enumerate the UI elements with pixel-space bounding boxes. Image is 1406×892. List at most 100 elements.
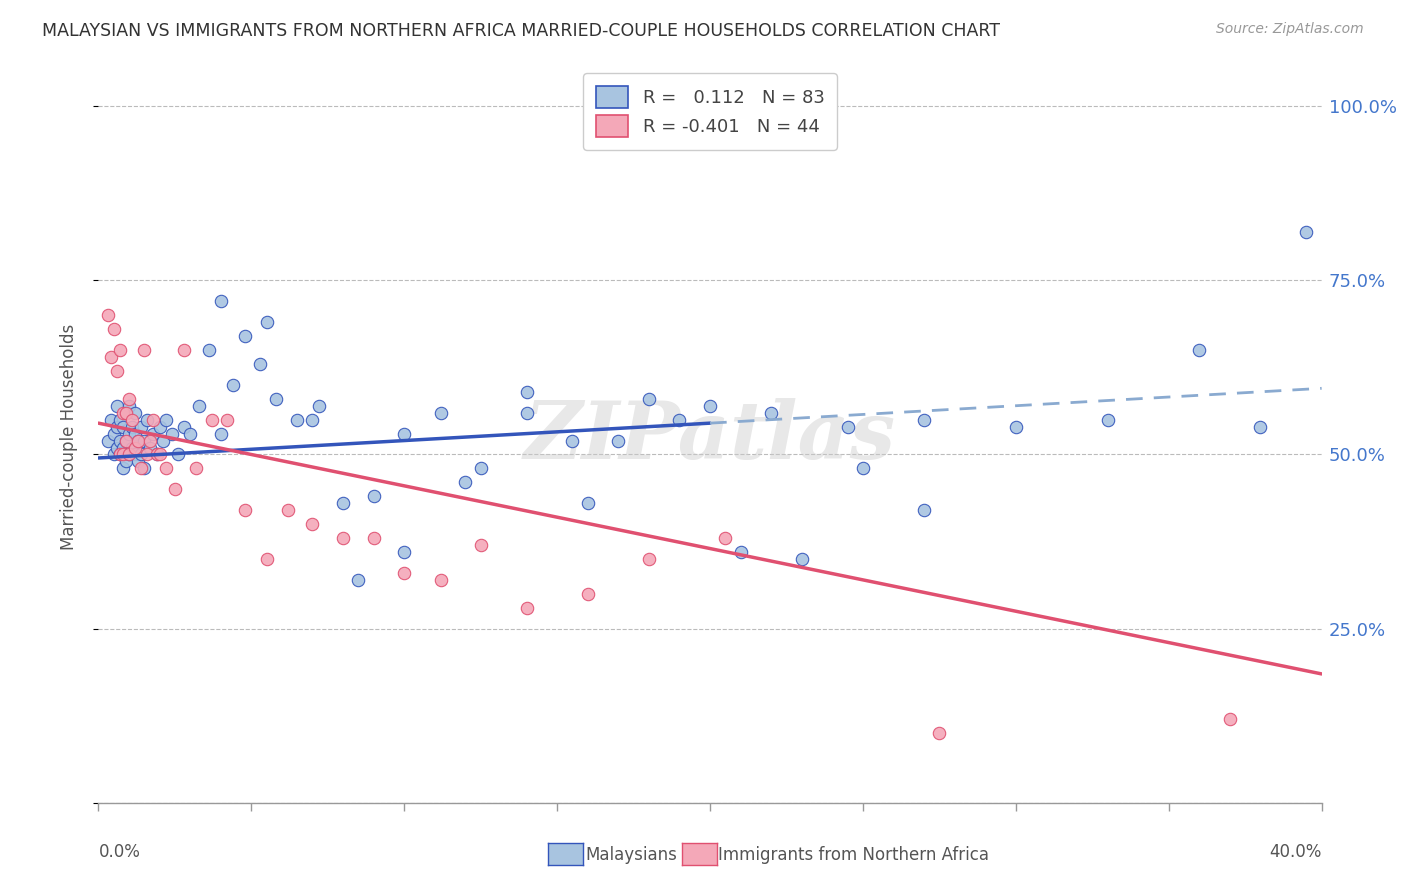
Point	[215, 412, 238, 426]
Text: Malaysians: Malaysians	[585, 846, 676, 863]
Point	[149, 419, 172, 434]
Point	[105, 441, 128, 455]
Point	[470, 461, 492, 475]
Point	[730, 545, 752, 559]
Point	[103, 322, 125, 336]
Point	[363, 489, 385, 503]
Point	[124, 406, 146, 420]
Point	[129, 448, 152, 462]
Point	[668, 412, 690, 426]
Point	[111, 461, 134, 475]
Point	[136, 448, 159, 462]
Point	[129, 419, 152, 434]
Point	[392, 545, 416, 559]
Point	[127, 434, 149, 448]
Y-axis label: Married-couple Households: Married-couple Households	[59, 324, 77, 550]
Point	[136, 412, 159, 426]
Point	[308, 399, 330, 413]
Point	[111, 441, 134, 455]
Point	[277, 503, 299, 517]
Point	[121, 412, 143, 426]
Point	[285, 412, 308, 426]
Point	[837, 419, 859, 434]
Point	[108, 434, 131, 448]
Point	[1295, 225, 1317, 239]
Point	[516, 406, 538, 420]
Point	[115, 434, 138, 448]
Point	[155, 412, 177, 426]
Point	[121, 419, 143, 434]
Point	[105, 364, 128, 378]
Point	[186, 461, 208, 475]
Point	[149, 448, 172, 462]
Point	[209, 426, 232, 441]
Point	[139, 434, 162, 448]
Point	[1097, 412, 1119, 426]
Point	[222, 377, 245, 392]
Point	[145, 448, 167, 462]
Point	[714, 531, 737, 545]
Point	[108, 343, 131, 357]
Point	[256, 552, 278, 566]
Point	[301, 412, 323, 426]
Point	[392, 426, 416, 441]
Point	[454, 475, 477, 490]
Point	[233, 503, 256, 517]
Point	[516, 600, 538, 615]
Point	[118, 392, 141, 406]
Point	[188, 399, 211, 413]
Point	[145, 448, 167, 462]
Point	[332, 496, 354, 510]
Point	[576, 587, 599, 601]
Point	[139, 441, 162, 455]
Point	[928, 726, 950, 740]
Point	[118, 448, 141, 462]
Point	[470, 538, 492, 552]
Point	[129, 461, 152, 475]
Point	[134, 461, 156, 475]
Point	[209, 294, 232, 309]
Point	[115, 406, 138, 420]
Point	[111, 448, 134, 462]
Point	[607, 434, 630, 448]
Text: 0.0%: 0.0%	[98, 843, 141, 861]
Point	[111, 406, 134, 420]
Text: MALAYSIAN VS IMMIGRANTS FROM NORTHERN AFRICA MARRIED-COUPLE HOUSEHOLDS CORRELATI: MALAYSIAN VS IMMIGRANTS FROM NORTHERN AF…	[42, 22, 1000, 40]
Point	[124, 426, 146, 441]
Point	[430, 573, 453, 587]
Point	[118, 448, 141, 462]
Point	[134, 343, 156, 357]
Point	[256, 315, 278, 329]
Point	[124, 448, 146, 462]
Point	[301, 517, 323, 532]
Point	[576, 496, 599, 510]
Point	[852, 461, 875, 475]
Point	[249, 357, 271, 371]
Point	[108, 412, 131, 426]
Point	[118, 399, 141, 413]
Point	[912, 412, 935, 426]
Point	[637, 392, 661, 406]
Point	[105, 419, 128, 434]
Point	[108, 448, 131, 462]
Point	[152, 434, 174, 448]
Point	[163, 483, 186, 497]
Point	[167, 448, 190, 462]
Point	[108, 448, 131, 462]
Point	[264, 392, 287, 406]
Point	[516, 384, 538, 399]
Point	[105, 399, 128, 413]
Point	[1219, 712, 1241, 726]
Point	[121, 441, 143, 455]
Text: Source: ZipAtlas.com: Source: ZipAtlas.com	[1216, 22, 1364, 37]
Point	[127, 434, 149, 448]
Point	[1249, 419, 1271, 434]
Text: 40.0%: 40.0%	[1270, 843, 1322, 861]
Point	[100, 412, 122, 426]
Text: Immigrants from Northern Africa: Immigrants from Northern Africa	[718, 846, 990, 863]
Point	[134, 434, 156, 448]
Point	[912, 503, 935, 517]
Point	[699, 399, 721, 413]
Point	[332, 531, 354, 545]
Point	[200, 412, 222, 426]
